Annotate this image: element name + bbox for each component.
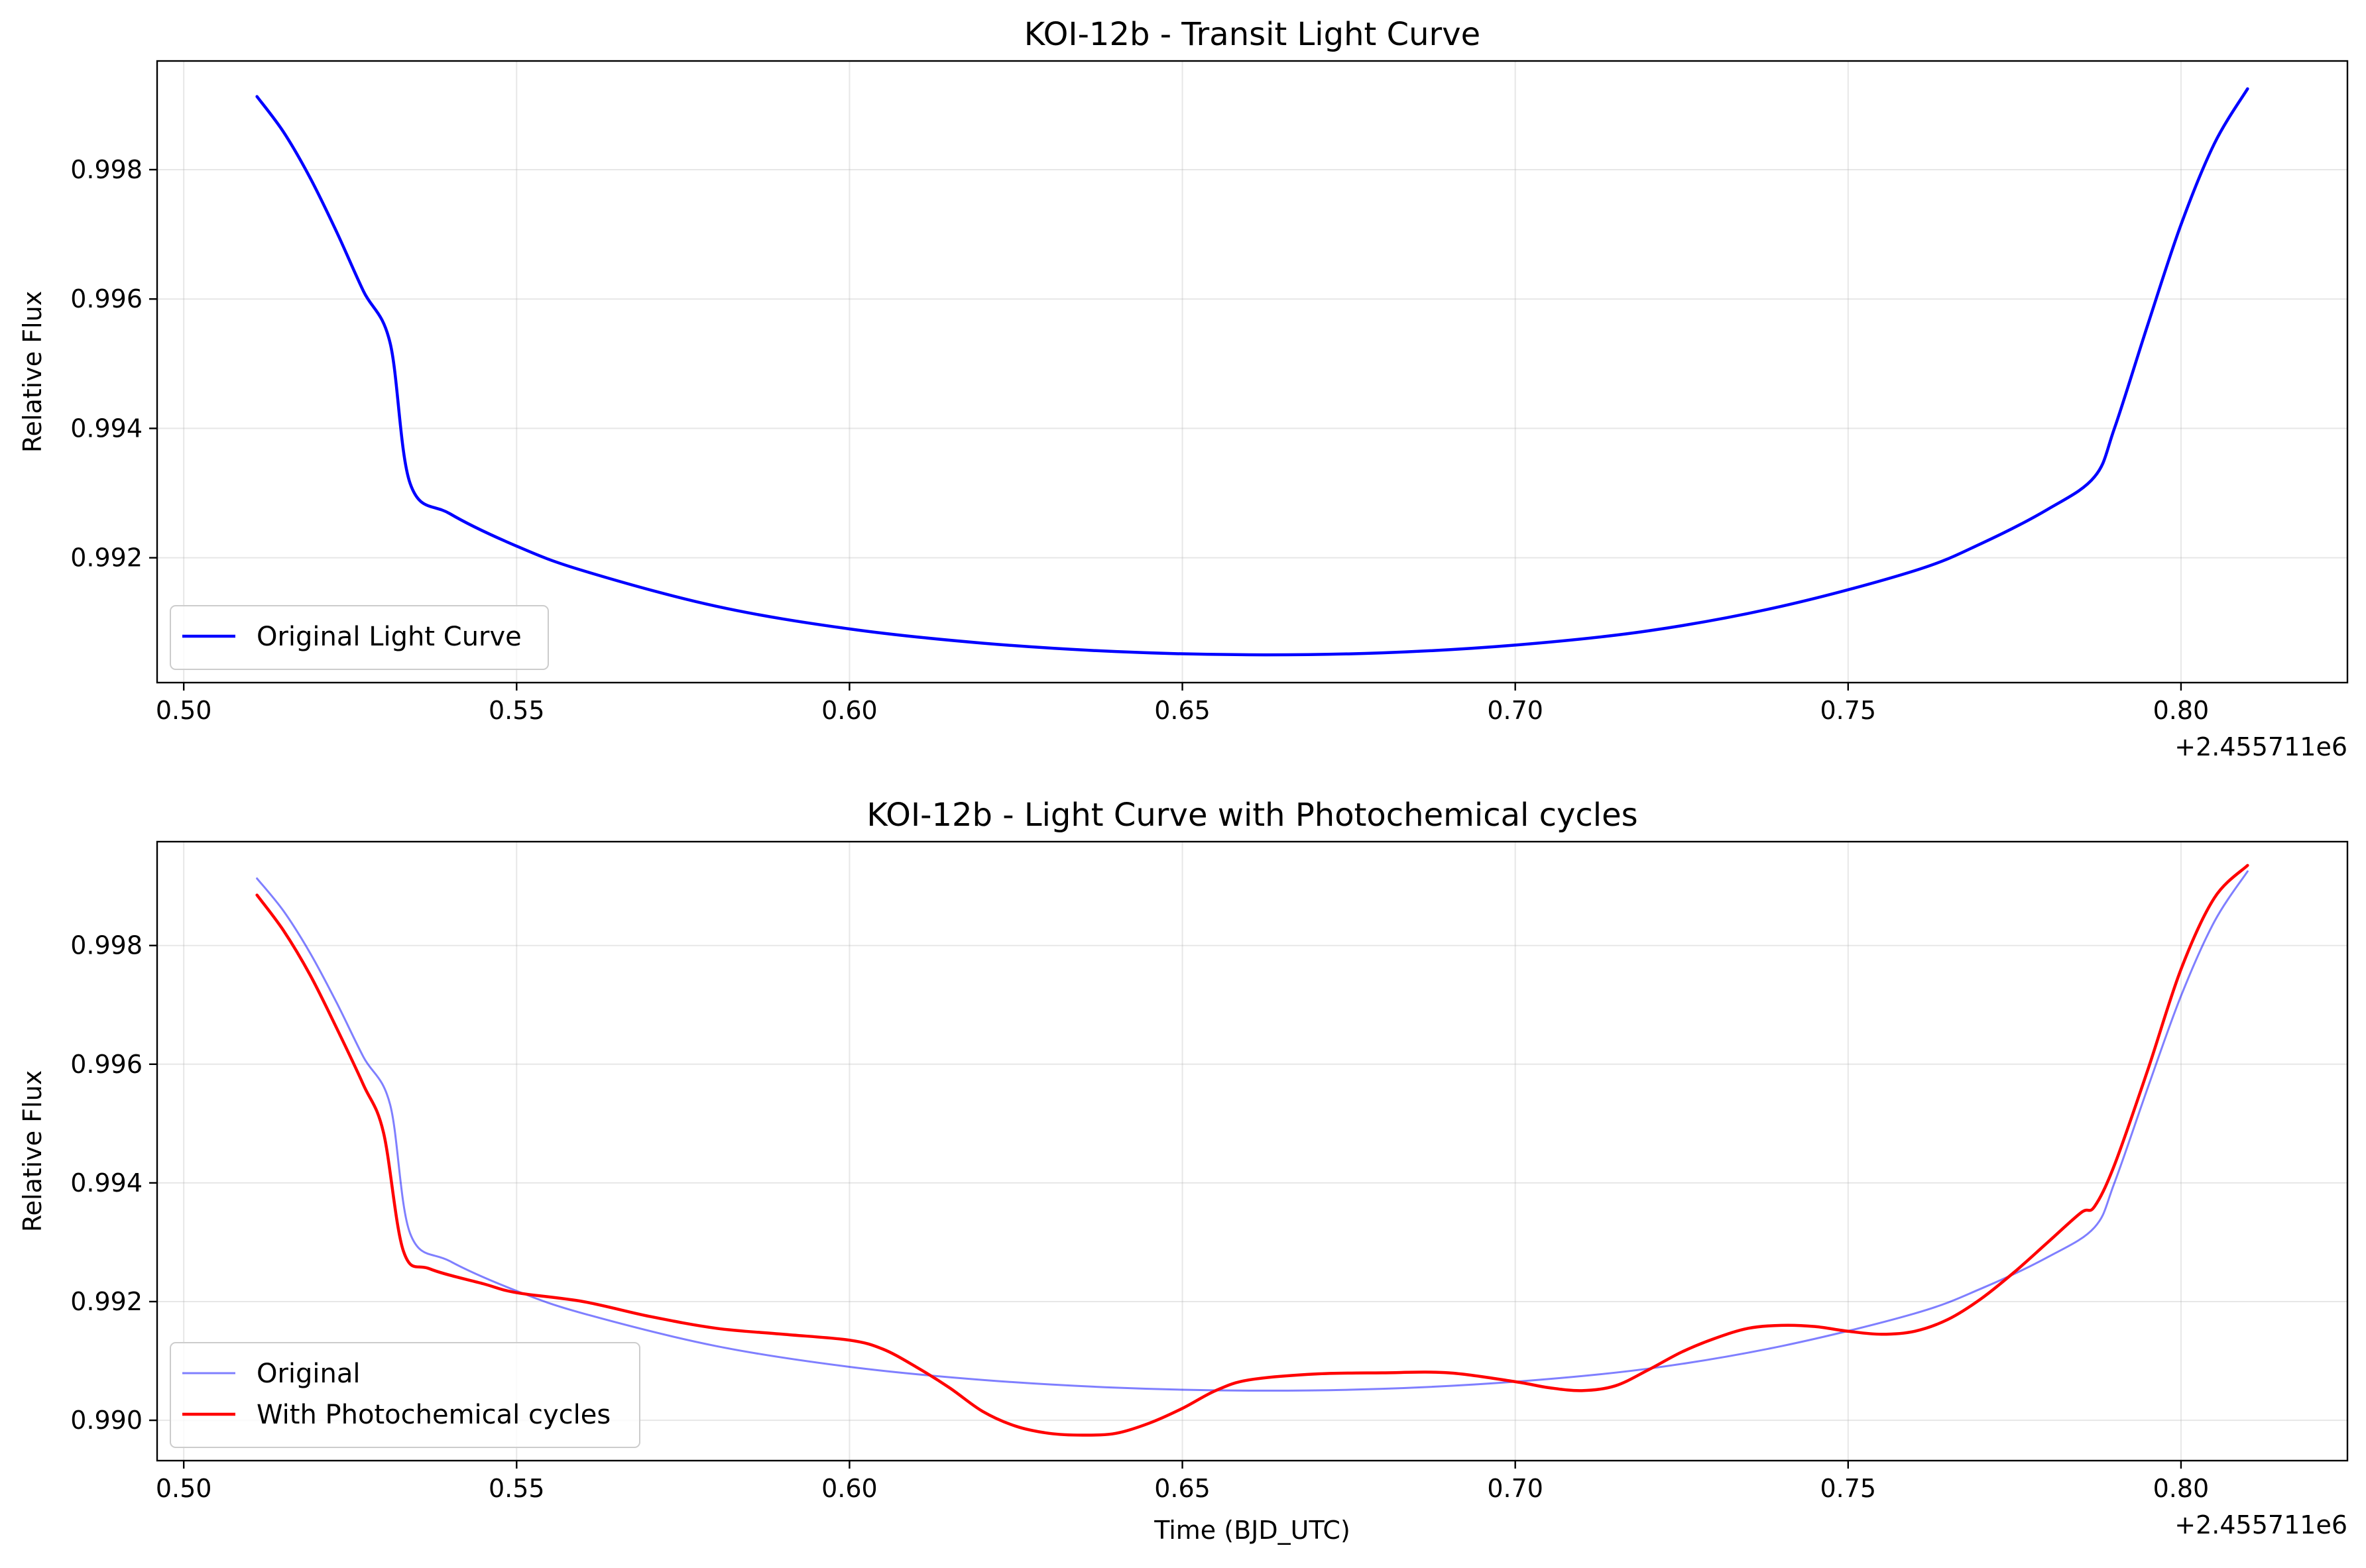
legend: Original With Photochemical cycles [170,1342,640,1448]
x-tick-label: 0.80 [2153,696,2210,725]
y-axis-label: Relative Flux [18,1070,47,1232]
y-tick-label: 0.996 [70,1050,143,1079]
y-tick-label: 0.996 [70,284,143,313]
transit-light-curve-panel: 0.50 0.55 0.60 0.65 0.70 0.75 0.80 0.992 0.994 0.… [18,16,2349,761]
legend-box [170,1342,640,1448]
x-tick-label: 0.75 [1820,1474,1877,1503]
y-tick-label: 0.994 [70,1168,143,1198]
grid [157,842,2347,1461]
legend-entry: Original Light Curve [257,622,522,652]
x-tick-label: 0.55 [489,1474,545,1503]
axes-frame [156,840,2349,1462]
y-axis-label: Relative Flux [18,291,47,453]
x-offset-label: +2.455711e6 [2174,1510,2347,1540]
y-tick-label: 0.992 [70,543,143,573]
x-tick-label: 0.60 [821,696,878,725]
y-tick-label: 0.990 [70,1406,143,1435]
series-group [255,87,2249,657]
legend: Original Light Curve [170,605,549,670]
y-tick-label: 0.992 [70,1287,143,1316]
legend-entry: Original [257,1359,361,1389]
grid [157,61,2347,683]
series-line-0 [255,87,2249,657]
x-tick-label: 0.65 [1154,696,1211,725]
legend-box [170,605,549,670]
axes-frame [156,60,2349,684]
x-tick-label: 0.50 [156,1474,212,1503]
series-group [255,864,2249,1437]
x-tick-label: 0.75 [1820,696,1877,725]
x-tick-label: 0.70 [1487,1474,1543,1503]
series-line-0 [256,870,2249,1392]
chart-title: KOI-12b - Transit Light Curve [1024,16,1480,53]
y-tick-label: 0.998 [70,155,143,184]
legend-entry: With Photochemical cycles [257,1400,611,1430]
x-tick-label: 0.50 [156,696,212,725]
x-offset-label: +2.455711e6 [2174,732,2347,761]
y-tick-label: 0.994 [70,414,143,443]
chart-title: KOI-12b - Light Curve with Photochemical… [866,797,1637,834]
y-tick-label: 0.998 [70,931,143,960]
x-tick-label: 0.80 [2153,1474,2210,1503]
x-tick-label: 0.60 [821,1474,878,1503]
x-axis-label: Time (BJD_UTC) [1153,1516,1350,1545]
x-tick-label: 0.70 [1487,696,1543,725]
x-tick-label: 0.55 [489,696,545,725]
photochemical-cycles-panel: 0.50 0.55 0.60 0.65 0.70 0.75 0.80 0.990 0.992 0.… [18,797,2349,1545]
series-line-1 [255,864,2249,1437]
x-tick-label: 0.65 [1154,1474,1211,1503]
